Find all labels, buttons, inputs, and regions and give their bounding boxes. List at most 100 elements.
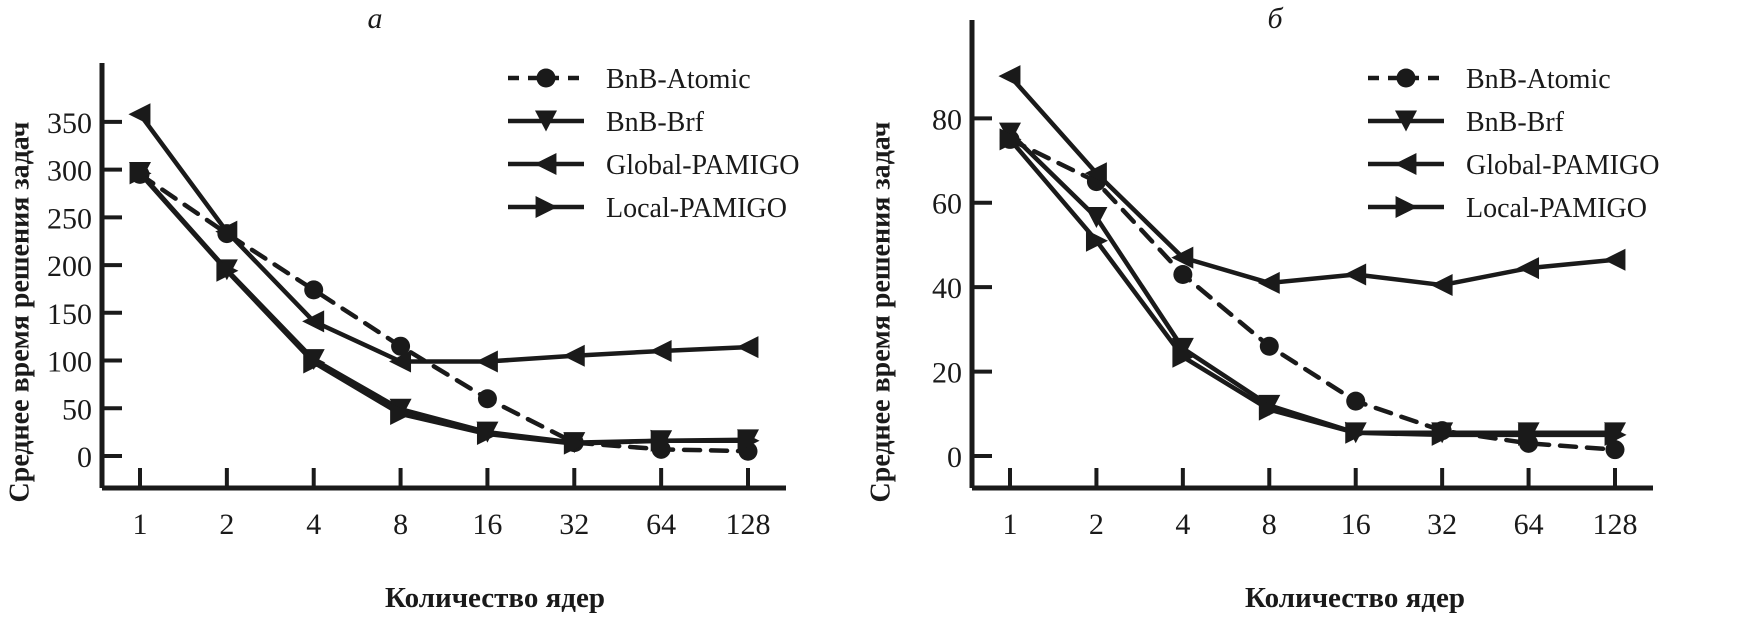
legend-label: Global-PAMIGO — [1466, 150, 1659, 181]
series-line — [1007, 73, 1618, 288]
data-point-marker — [476, 423, 499, 446]
series-line — [137, 171, 751, 446]
data-point-marker — [1346, 391, 1366, 411]
data-point-marker — [1085, 229, 1108, 252]
y-tick-label: 250 — [47, 202, 92, 235]
panel-b-title: б — [1267, 2, 1283, 35]
data-point-marker — [999, 128, 1022, 151]
x-tick-label: 1 — [1003, 508, 1018, 541]
x-tick-label: 2 — [1089, 508, 1104, 541]
data-point-marker — [1258, 398, 1281, 421]
data-point-marker — [389, 350, 412, 373]
y-tick-label: 300 — [47, 155, 92, 188]
y-ticks: 0 50 100 150 200 250 300 350 — [47, 107, 122, 474]
legend-label: BnB-Atomic — [1466, 64, 1611, 95]
axes — [99, 63, 786, 491]
legend-item-bnb-atomic[interactable]: BnB-Atomic — [508, 64, 751, 95]
x-ticks: 1 2 4 8 16 32 64 128 — [1003, 468, 1638, 541]
legend-label: Local-PAMIGO — [606, 193, 787, 224]
legend: BnB-Atomic BnB-Brf Global-PAMIGO Local-PAMI… — [1368, 64, 1659, 224]
y-tick-label: 200 — [47, 250, 92, 283]
data-point-marker — [1257, 271, 1280, 294]
x-tick-label: 8 — [1262, 508, 1277, 541]
panel-a-title: а — [367, 2, 383, 35]
legend-label: BnB-Brf — [606, 107, 705, 138]
legend-item-bnb-brf[interactable]: BnB-Brf — [1368, 107, 1565, 138]
x-tick-label: 4 — [1175, 508, 1190, 541]
x-ticks: 1 2 4 8 16 32 64 128 — [133, 468, 771, 541]
data-point-marker — [1084, 162, 1107, 185]
data-point-marker — [215, 220, 238, 243]
data-point-marker — [650, 429, 673, 452]
x-tick-label: 64 — [1514, 508, 1544, 541]
data-point-marker — [129, 162, 152, 185]
data-point-marker — [1171, 246, 1194, 269]
legend-label: Global-PAMIGO — [606, 150, 799, 181]
data-point-marker — [1259, 336, 1279, 356]
legend-marker-triangle-right — [1395, 196, 1418, 218]
x-tick-label: 32 — [1427, 508, 1457, 541]
data-point-marker — [303, 351, 326, 374]
data-point-marker — [216, 259, 239, 282]
x-tick-label: 2 — [219, 508, 234, 541]
series-line — [1007, 137, 1618, 452]
data-point-marker — [1604, 423, 1627, 446]
series-local-pamigo — [999, 128, 1627, 446]
y-tick-label: 100 — [47, 346, 92, 379]
data-point-marker — [1345, 421, 1368, 444]
legend-marker-circle — [536, 68, 556, 88]
data-point-marker — [128, 103, 151, 126]
data-point-marker — [1603, 248, 1626, 271]
data-point-marker — [391, 336, 411, 356]
x-tick-label: 128 — [1593, 508, 1638, 541]
legend-item-global-pamigo[interactable]: Global-PAMIGO — [1368, 150, 1659, 181]
panel-a-x-axis-label: Количество ядер — [385, 582, 605, 614]
legend-label: BnB-Atomic — [606, 64, 751, 95]
legend-marker-triangle-right — [535, 196, 558, 218]
panel-b: б Среднее время решения задач 1 2 4 8 16 32 64… — [865, 0, 1740, 623]
legend-marker-circle — [1396, 68, 1416, 88]
data-point-marker — [1173, 264, 1193, 284]
data-point-marker — [1431, 423, 1454, 446]
data-point-marker — [475, 350, 498, 373]
legend-item-bnb-atomic[interactable]: BnB-Atomic — [1368, 64, 1611, 95]
y-tick-label: 20 — [932, 357, 962, 390]
series-global-pamigo — [128, 103, 759, 373]
y-tick-label: 60 — [932, 188, 962, 221]
data-point-marker — [562, 344, 585, 367]
legend-label: BnB-Brf — [1466, 107, 1565, 138]
panel-a: а Среднее время решения задач 1 2 4 8 16 32 64… — [0, 0, 870, 623]
data-point-marker — [1605, 440, 1625, 460]
y-tick-label: 150 — [47, 298, 92, 331]
legend-item-global-pamigo[interactable]: Global-PAMIGO — [508, 150, 799, 181]
y-tick-label: 80 — [932, 103, 962, 136]
data-point-marker — [1172, 345, 1195, 368]
data-point-marker — [999, 122, 1021, 144]
data-point-marker — [998, 65, 1021, 88]
x-tick-label: 8 — [393, 508, 408, 541]
series-line — [137, 111, 751, 364]
data-point-marker — [1517, 257, 1540, 280]
y-tick-label: 0 — [77, 441, 92, 474]
legend-item-local-pamigo[interactable]: Local-PAMIGO — [508, 193, 787, 224]
y-tick-label: 0 — [947, 441, 962, 474]
data-point-marker — [1344, 263, 1367, 286]
legend-marker-triangle-left — [1394, 153, 1417, 175]
series-global-pamigo — [998, 65, 1626, 297]
panel-b-plot: 1 2 4 8 16 32 64 128 0 20 40 60 80 BnB-Atomic BnB-Brf G… — [932, 20, 1659, 541]
legend-item-bnb-brf[interactable]: BnB-Brf — [508, 107, 705, 138]
y-tick-label: 40 — [932, 272, 962, 305]
legend-item-local-pamigo[interactable]: Local-PAMIGO — [1368, 193, 1647, 224]
legend: BnB-Atomic BnB-Brf Global-PAMIGO Local-PAMI… — [508, 64, 799, 224]
legend-marker-triangle-left — [534, 153, 557, 175]
data-point-marker — [302, 310, 325, 333]
x-tick-label: 128 — [726, 508, 771, 541]
data-point-marker — [563, 432, 586, 455]
legend-marker-triangle-down — [535, 110, 557, 132]
data-point-marker — [1085, 207, 1108, 228]
data-point-marker — [1171, 337, 1194, 359]
series-local-pamigo — [129, 162, 760, 455]
data-point-marker — [1430, 274, 1453, 297]
y-tick-label: 350 — [47, 107, 92, 140]
